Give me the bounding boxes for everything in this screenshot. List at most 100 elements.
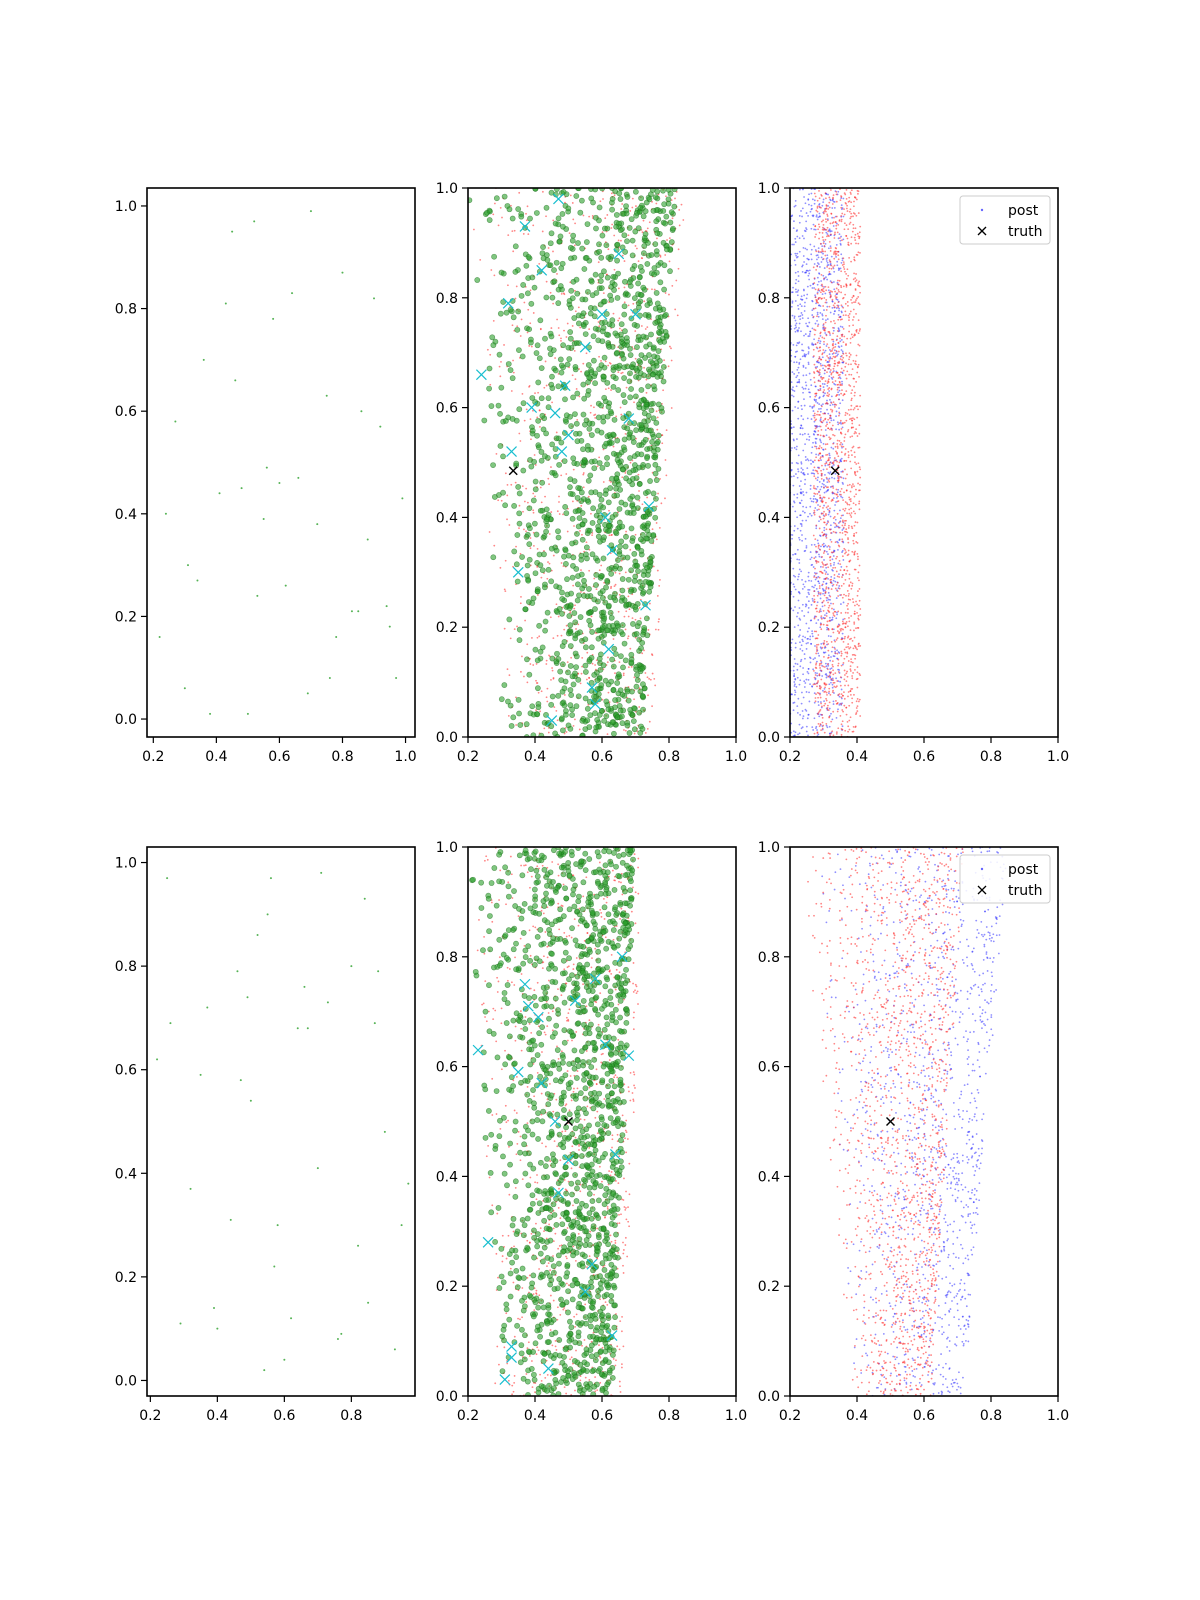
green-circle-point (623, 601, 630, 608)
red-point (489, 353, 492, 356)
red-point (633, 401, 635, 404)
post-point (830, 532, 832, 534)
post-point (830, 230, 833, 233)
green-circle-point (638, 397, 645, 404)
green-circle-point (551, 267, 557, 273)
green-circle-point (583, 239, 590, 245)
red-point (488, 531, 491, 533)
green-circle-point (522, 224, 529, 231)
post-point (816, 276, 819, 279)
red-point (646, 727, 649, 730)
post-point (832, 497, 835, 500)
post-point (843, 648, 846, 651)
red-point (534, 464, 537, 466)
red-point (621, 371, 624, 374)
post-point (811, 299, 814, 302)
post-point (849, 385, 852, 387)
post-point (832, 608, 835, 611)
green-circle-point (509, 215, 516, 222)
post-point (852, 647, 855, 650)
post-point (816, 601, 819, 604)
red-point (574, 222, 576, 225)
green-circle-point (628, 216, 635, 223)
green-circle-point (663, 213, 670, 220)
post-point (818, 371, 821, 374)
post-point (814, 288, 817, 291)
post-point (821, 543, 824, 546)
post-point (857, 700, 860, 703)
post-point (824, 412, 826, 415)
post-point (851, 661, 854, 664)
green-circle-point (548, 701, 555, 708)
post-point (817, 301, 819, 304)
green-circle-point (537, 317, 544, 324)
post-point (838, 573, 840, 576)
post-point (842, 394, 845, 397)
green-circle-point (660, 188, 666, 194)
post-point (845, 354, 848, 357)
post-point (837, 658, 840, 661)
red-point (617, 319, 620, 322)
red-point (593, 577, 596, 580)
post-point (827, 709, 830, 712)
post-point (822, 323, 825, 325)
post-point (814, 236, 817, 238)
post-point (848, 319, 850, 321)
post-point (838, 346, 841, 349)
post-point (823, 510, 825, 513)
green-circle-point (644, 261, 651, 267)
post-point (798, 237, 801, 240)
post-point (815, 550, 818, 553)
post-point (851, 701, 854, 704)
post-point (797, 280, 800, 283)
red-point (634, 636, 637, 639)
post-point (800, 488, 802, 491)
post-point (850, 363, 852, 366)
post-point (828, 674, 831, 677)
green-circle-point (604, 379, 611, 386)
green-circle-point (561, 685, 568, 692)
green-circle-point (599, 708, 605, 714)
post-point (827, 378, 830, 381)
red-point (597, 261, 600, 264)
green-circle-point (567, 244, 574, 251)
red-point (604, 388, 607, 391)
green-circle-point (567, 484, 573, 491)
post-point (796, 496, 799, 499)
post-point (844, 533, 847, 536)
green-circle-point (574, 494, 581, 501)
post-point (811, 342, 814, 345)
post-point (814, 343, 817, 346)
green-circle-point (615, 690, 622, 697)
post-point (815, 250, 818, 253)
green-circle-point (575, 485, 582, 491)
post-point (850, 516, 853, 518)
green-circle-point (578, 489, 585, 496)
red-point (547, 477, 550, 480)
red-point (646, 227, 649, 230)
green-circle-point (611, 416, 618, 423)
post-point (802, 364, 805, 367)
post-point (813, 416, 816, 419)
post-point (831, 378, 834, 380)
post-point (811, 407, 814, 409)
post-point (818, 237, 820, 240)
post-point (807, 611, 810, 614)
post-point (830, 446, 833, 449)
post-point (858, 432, 861, 435)
green-circle-point (591, 465, 598, 472)
green-circle-point (535, 417, 542, 424)
post-point (807, 473, 809, 475)
green-circle-point (549, 294, 556, 301)
post-point (836, 611, 838, 614)
post-point (800, 525, 803, 527)
post-point (810, 500, 813, 503)
green-circle-point (604, 413, 611, 420)
post-point (809, 661, 812, 664)
post-point (815, 576, 818, 579)
post-point (820, 459, 822, 461)
post-point (824, 463, 827, 465)
green-circle-point (619, 720, 626, 727)
post-point (801, 710, 804, 712)
green-circle-point (621, 399, 628, 406)
